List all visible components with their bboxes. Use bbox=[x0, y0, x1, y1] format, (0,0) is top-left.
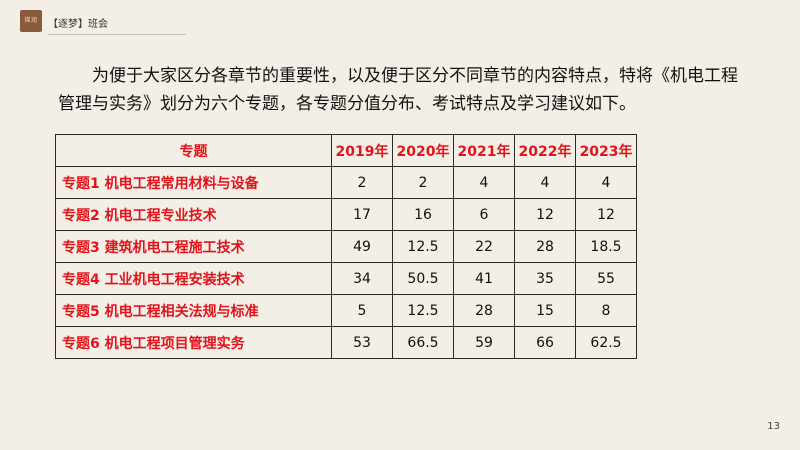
score-cell: 16 bbox=[392, 198, 454, 231]
table-row: 专题6 机电工程项目管理实务 53 66.5 59 66 62.5 bbox=[55, 326, 637, 359]
table-row: 专题5 机电工程相关法规与标准 5 12.5 28 15 8 bbox=[55, 294, 637, 327]
topic-cell: 专题6 机电工程项目管理实务 bbox=[55, 326, 332, 359]
topic-cell: 专题2 机电工程专业技术 bbox=[55, 198, 332, 231]
score-cell: 55 bbox=[575, 262, 637, 295]
score-cell: 41 bbox=[453, 262, 515, 295]
score-cell: 28 bbox=[514, 230, 576, 263]
score-cell: 34 bbox=[331, 262, 393, 295]
score-cell: 22 bbox=[453, 230, 515, 263]
brand-logo-text: 梯润 bbox=[24, 17, 38, 24]
score-cell: 4 bbox=[514, 166, 576, 199]
score-cell: 15 bbox=[514, 294, 576, 327]
score-cell: 18.5 bbox=[575, 230, 637, 263]
column-header-2022: 2022年 bbox=[514, 134, 576, 167]
brand-logo: 梯润 bbox=[20, 10, 42, 32]
score-cell: 66 bbox=[514, 326, 576, 359]
topic-cell: 专题3 建筑机电工程施工技术 bbox=[55, 230, 332, 263]
score-cell: 4 bbox=[575, 166, 637, 199]
page-number: 13 bbox=[767, 421, 780, 432]
score-cell: 5 bbox=[331, 294, 393, 327]
table-row: 专题2 机电工程专业技术 17 16 6 12 12 bbox=[55, 198, 637, 231]
topic-cell: 专题5 机电工程相关法规与标准 bbox=[55, 294, 332, 327]
column-header-2021: 2021年 bbox=[453, 134, 515, 167]
column-header-topic: 专题 bbox=[55, 134, 332, 167]
table-row: 专题4 工业机电工程安装技术 34 50.5 41 35 55 bbox=[55, 262, 637, 295]
intro-text: 为便于大家区分各章节的重要性，以及便于区分不同章节的内容特点，特将《机电工程管理… bbox=[58, 66, 738, 114]
topic-cell: 专题4 工业机电工程安装技术 bbox=[55, 262, 332, 295]
score-cell: 50.5 bbox=[392, 262, 454, 295]
score-cell: 59 bbox=[453, 326, 515, 359]
score-cell: 12 bbox=[514, 198, 576, 231]
column-header-2023: 2023年 bbox=[575, 134, 637, 167]
score-cell: 12.5 bbox=[392, 230, 454, 263]
score-cell: 12 bbox=[575, 198, 637, 231]
score-cell: 2 bbox=[392, 166, 454, 199]
score-cell: 28 bbox=[453, 294, 515, 327]
table-row: 专题3 建筑机电工程施工技术 49 12.5 22 28 18.5 bbox=[55, 230, 637, 263]
score-cell: 4 bbox=[453, 166, 515, 199]
score-cell: 17 bbox=[331, 198, 393, 231]
column-header-2019: 2019年 bbox=[331, 134, 393, 167]
table-header-row: 专题 2019年 2020年 2021年 2022年 2023年 bbox=[55, 134, 637, 167]
score-cell: 66.5 bbox=[392, 326, 454, 359]
score-cell: 6 bbox=[453, 198, 515, 231]
column-header-2020: 2020年 bbox=[392, 134, 454, 167]
score-cell: 49 bbox=[331, 230, 393, 263]
score-cell: 12.5 bbox=[392, 294, 454, 327]
score-cell: 53 bbox=[331, 326, 393, 359]
topic-cell: 专题1 机电工程常用材料与设备 bbox=[55, 166, 332, 199]
intro-paragraph: 为便于大家区分各章节的重要性，以及便于区分不同章节的内容特点，特将《机电工程管理… bbox=[58, 62, 748, 118]
score-cell: 35 bbox=[514, 262, 576, 295]
score-distribution-table: 专题 2019年 2020年 2021年 2022年 2023年 专题1 机电工… bbox=[55, 134, 637, 359]
score-cell: 2 bbox=[331, 166, 393, 199]
header-title: 【逐梦】班会 bbox=[48, 19, 108, 30]
score-cell: 8 bbox=[575, 294, 637, 327]
header-divider bbox=[48, 34, 186, 35]
score-cell: 62.5 bbox=[575, 326, 637, 359]
table-row: 专题1 机电工程常用材料与设备 2 2 4 4 4 bbox=[55, 166, 637, 199]
